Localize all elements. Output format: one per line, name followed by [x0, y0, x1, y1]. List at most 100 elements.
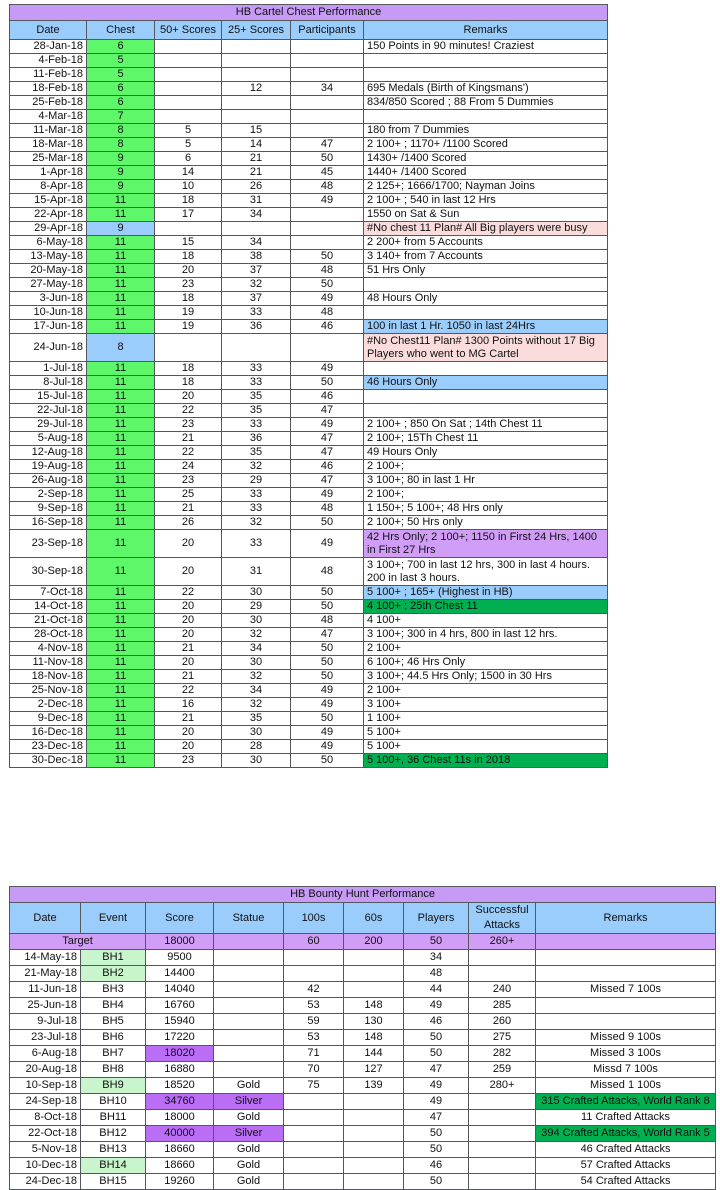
- cell-25-scores[interactable]: 37: [221, 291, 291, 306]
- cell-25-scores[interactable]: 33: [221, 375, 291, 390]
- cell-25-scores[interactable]: 29: [221, 473, 291, 488]
- cell-50-scores[interactable]: 20: [154, 389, 222, 404]
- cell-chest[interactable]: 11: [86, 739, 155, 754]
- cell-statue[interactable]: Silver: [213, 1125, 284, 1142]
- cell-remarks[interactable]: 1 100+: [362, 711, 609, 726]
- cell-50-scores[interactable]: 24: [154, 459, 222, 474]
- cell-remarks[interactable]: [362, 53, 609, 68]
- cell-successful-attacks[interactable]: 282: [468, 1045, 536, 1062]
- cell-100s[interactable]: 70: [283, 1061, 344, 1078]
- cell-date[interactable]: 18-Mar-18: [9, 137, 87, 152]
- cell-chest[interactable]: 11: [86, 375, 155, 390]
- cell-50-scores[interactable]: 22: [154, 683, 222, 698]
- cell-remarks[interactable]: 3 100+: [362, 697, 609, 712]
- cell-event[interactable]: BH6: [80, 1029, 146, 1046]
- cell-remarks[interactable]: 2 100+;: [362, 487, 609, 502]
- cell-50-scores[interactable]: 15: [154, 235, 222, 250]
- cell-date[interactable]: 25-Feb-18: [9, 95, 87, 110]
- cell-date[interactable]: 21-Oct-18: [9, 613, 87, 628]
- cell-participants[interactable]: 50: [290, 151, 364, 166]
- cell-60s[interactable]: [343, 981, 404, 998]
- cell-chest[interactable]: 11: [86, 473, 155, 488]
- cell-25-scores[interactable]: 30: [221, 725, 291, 740]
- cell-date[interactable]: 6-May-18: [9, 235, 87, 250]
- cell-date[interactable]: 22-Apr-18: [9, 207, 87, 222]
- cell-date[interactable]: 7-Oct-18: [9, 585, 87, 600]
- cell-participants[interactable]: [290, 53, 364, 68]
- cell-remarks[interactable]: 4 100+: [362, 613, 609, 628]
- cell-chest[interactable]: 11: [86, 431, 155, 446]
- cell-chest[interactable]: 11: [86, 291, 155, 306]
- cell-50-scores[interactable]: 5: [154, 137, 222, 152]
- cell-statue[interactable]: Gold: [213, 1141, 284, 1158]
- cell-50-scores[interactable]: 23: [154, 277, 222, 292]
- cell-25-scores[interactable]: 14: [221, 137, 291, 152]
- cell-60s[interactable]: [343, 1125, 404, 1142]
- cell-date[interactable]: 9-Sep-18: [9, 501, 87, 516]
- cell-remarks[interactable]: [362, 109, 609, 124]
- cell-50-scores[interactable]: 14: [154, 165, 222, 180]
- cell-score[interactable]: 40000: [145, 1125, 214, 1142]
- cell-date[interactable]: 20-Aug-18: [9, 1061, 81, 1078]
- cell-25-scores[interactable]: 33: [221, 417, 291, 432]
- cell-50-scores[interactable]: 18: [154, 375, 222, 390]
- cell-chest[interactable]: 9: [86, 165, 155, 180]
- cell-25-scores[interactable]: 30: [221, 655, 291, 670]
- cell-chest[interactable]: 11: [86, 627, 155, 642]
- cell-25-scores[interactable]: 34: [221, 683, 291, 698]
- cell-date[interactable]: 10-Jun-18: [9, 305, 87, 320]
- cell-100s[interactable]: [283, 1157, 344, 1174]
- cell-statue[interactable]: Silver: [213, 1093, 284, 1110]
- cell-participants[interactable]: [290, 235, 364, 250]
- cell-100s[interactable]: [283, 1093, 344, 1110]
- cell-chest[interactable]: 11: [86, 319, 155, 334]
- cell-remarks[interactable]: [362, 305, 609, 320]
- cell-25-scores[interactable]: 37: [221, 263, 291, 278]
- cell-100s[interactable]: 42: [283, 981, 344, 998]
- cell-50-scores[interactable]: 25: [154, 487, 222, 502]
- cell-remarks[interactable]: 100 in last 1 Hr. 1050 in last 24Hrs: [362, 319, 609, 334]
- cell-event[interactable]: BH9: [80, 1077, 146, 1094]
- cell-remarks[interactable]: [362, 361, 609, 376]
- cell-100s[interactable]: [283, 1109, 344, 1126]
- cell-players[interactable]: 46: [403, 1013, 469, 1030]
- cell-players[interactable]: 50: [403, 1029, 469, 1046]
- cell-25-scores[interactable]: 34: [221, 235, 291, 250]
- cell-date[interactable]: 23-Sep-18: [9, 529, 87, 558]
- cell-25-scores[interactable]: 12: [221, 81, 291, 96]
- cell-participants[interactable]: [290, 95, 364, 110]
- cell-remarks[interactable]: 2 200+ from 5 Accounts: [362, 235, 609, 250]
- cell-remarks[interactable]: Missed 1 100s: [534, 1077, 717, 1094]
- cell-remarks[interactable]: [534, 949, 717, 966]
- column-header-50-scores[interactable]: 50+ Scores: [154, 20, 222, 40]
- cell-remarks[interactable]: 2 100+ ; 1170+ /1100 Scored: [362, 137, 609, 152]
- cell-date[interactable]: 30-Dec-18: [9, 753, 87, 768]
- cell-chest[interactable]: 11: [86, 613, 155, 628]
- cell-50-scores[interactable]: [154, 109, 222, 124]
- cell-chest[interactable]: 11: [86, 263, 155, 278]
- cell-remarks[interactable]: Missed 9 100s: [534, 1029, 717, 1046]
- cell-statue[interactable]: [213, 949, 284, 966]
- cell-chest[interactable]: 11: [86, 459, 155, 474]
- cell-50-scores[interactable]: 6: [154, 151, 222, 166]
- cell-remarks[interactable]: 42 Hrs Only; 2 100+; 1150 in First 24 Hr…: [362, 529, 609, 558]
- column-header-event[interactable]: Event: [80, 902, 146, 934]
- cell-remarks[interactable]: 46 Hours Only: [362, 375, 609, 390]
- cell-score[interactable]: 14040: [145, 981, 214, 998]
- cell-date[interactable]: 22-Jul-18: [9, 403, 87, 418]
- cell-participants[interactable]: 47: [290, 445, 364, 460]
- cell-participants[interactable]: 46: [290, 459, 364, 474]
- column-header-score[interactable]: Score: [145, 902, 214, 934]
- cell-date[interactable]: 17-Jun-18: [9, 319, 87, 334]
- cell-50-scores[interactable]: 20: [154, 627, 222, 642]
- cell-chest[interactable]: 11: [86, 417, 155, 432]
- cell-players[interactable]: 50: [403, 1141, 469, 1158]
- cell-50-scores[interactable]: 5: [154, 123, 222, 138]
- cell-50-scores[interactable]: [154, 67, 222, 82]
- cell-participants[interactable]: [290, 221, 364, 236]
- cell-50-scores[interactable]: 20: [154, 739, 222, 754]
- cell-50-scores[interactable]: 18: [154, 193, 222, 208]
- cell-participants[interactable]: 49: [290, 683, 364, 698]
- cell-25-scores[interactable]: 34: [221, 641, 291, 656]
- cell-date[interactable]: 26-Aug-18: [9, 473, 87, 488]
